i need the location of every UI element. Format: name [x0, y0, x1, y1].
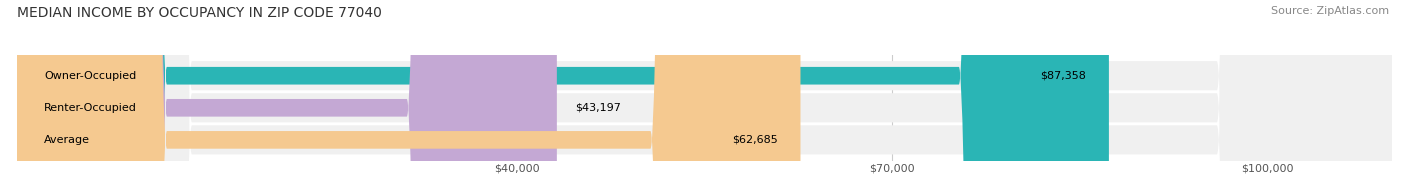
- Text: Source: ZipAtlas.com: Source: ZipAtlas.com: [1271, 6, 1389, 16]
- Text: Average: Average: [45, 135, 90, 145]
- FancyBboxPatch shape: [17, 0, 557, 196]
- Text: Owner-Occupied: Owner-Occupied: [45, 71, 136, 81]
- FancyBboxPatch shape: [17, 0, 800, 196]
- Text: Renter-Occupied: Renter-Occupied: [45, 103, 138, 113]
- Text: $87,358: $87,358: [1040, 71, 1087, 81]
- Text: MEDIAN INCOME BY OCCUPANCY IN ZIP CODE 77040: MEDIAN INCOME BY OCCUPANCY IN ZIP CODE 7…: [17, 6, 382, 20]
- FancyBboxPatch shape: [17, 0, 1392, 196]
- FancyBboxPatch shape: [17, 0, 1392, 196]
- FancyBboxPatch shape: [17, 0, 1392, 196]
- FancyBboxPatch shape: [17, 0, 1109, 196]
- Text: $62,685: $62,685: [733, 135, 778, 145]
- Text: $43,197: $43,197: [575, 103, 621, 113]
